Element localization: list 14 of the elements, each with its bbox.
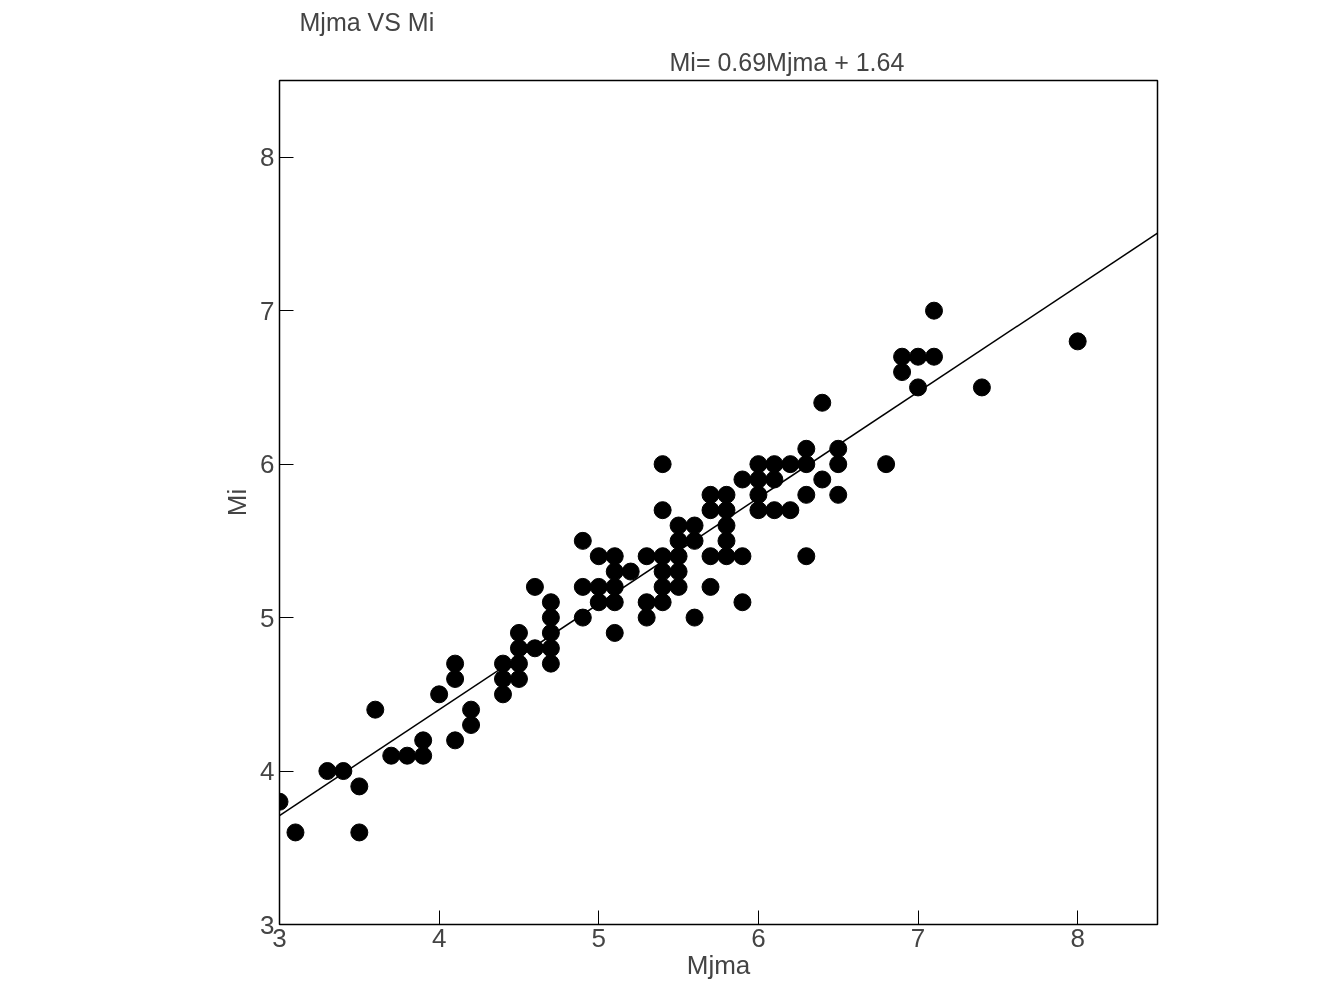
x-tick-label: 7	[910, 922, 926, 953]
x-tick-label: 4	[431, 922, 447, 953]
y-axis-title: Mi	[222, 488, 253, 517]
y-tick-label: 6	[260, 449, 275, 480]
y-tick-label: 4	[260, 756, 275, 787]
x-tick-label: 6	[751, 922, 766, 953]
chart-title: Mjma VS Mi	[299, 7, 435, 36]
x-tick-label: 5	[591, 922, 607, 953]
x-tick-label: 8	[1070, 922, 1085, 953]
y-tick-label: 5	[260, 602, 275, 633]
y-tick-label: 7	[260, 295, 275, 326]
x-axis-title: Mjma	[686, 949, 751, 980]
y-tick-label: 8	[260, 142, 275, 173]
text: Mi= 0.69Mjma + 1.64	[669, 47, 905, 76]
